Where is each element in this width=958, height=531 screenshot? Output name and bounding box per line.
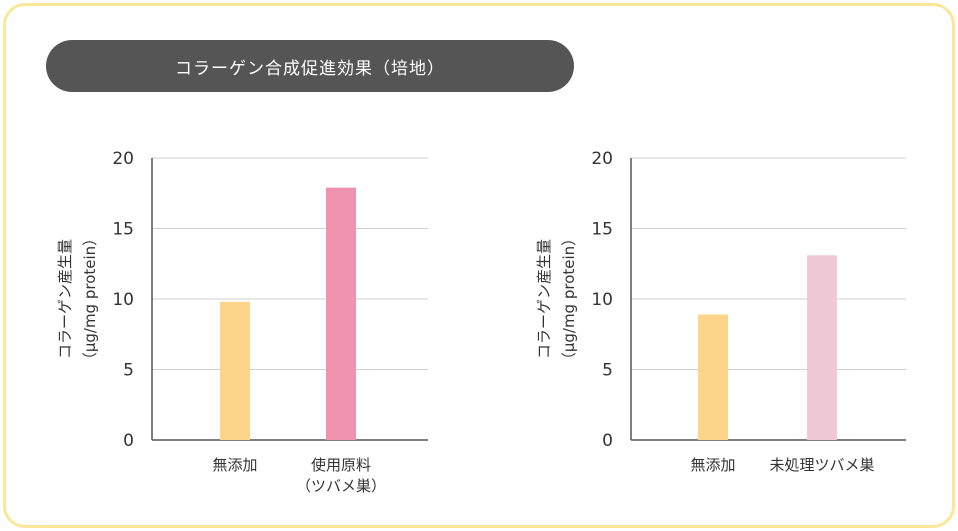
y-tick-label: 10	[591, 290, 613, 310]
y-tick-label: 20	[591, 149, 613, 169]
y-tick-label: 15	[591, 220, 613, 240]
y-axis-title: コラーゲン産生量	[535, 239, 553, 359]
y-tick-label: 5	[602, 361, 613, 381]
bar	[698, 314, 728, 440]
y-tick-label: 15	[112, 220, 134, 240]
x-category-label: （ツバメ巣）	[296, 477, 386, 495]
x-category-label: 無添加	[212, 456, 257, 474]
chart-title: コラーゲン合成促進効果（培地）	[46, 40, 574, 92]
bar	[220, 301, 250, 440]
y-tick-label: 0	[123, 431, 134, 451]
x-category-label: 未処理ツバメ巣	[769, 456, 874, 474]
y-tick-label: 0	[602, 431, 613, 451]
y-tick-label: 20	[112, 149, 134, 169]
x-category-label: 使用原料	[311, 456, 371, 474]
y-axis-title-unit: （μg/mg protein）	[81, 231, 99, 367]
x-category-label: 無添加	[690, 456, 735, 474]
y-tick-label: 5	[123, 361, 134, 381]
y-tick-label: 10	[112, 290, 134, 310]
y-axis-title: コラーゲン産生量	[56, 239, 74, 359]
bar	[326, 187, 356, 440]
y-axis-title-unit: （μg/mg protein）	[560, 231, 578, 367]
bar	[807, 255, 837, 440]
